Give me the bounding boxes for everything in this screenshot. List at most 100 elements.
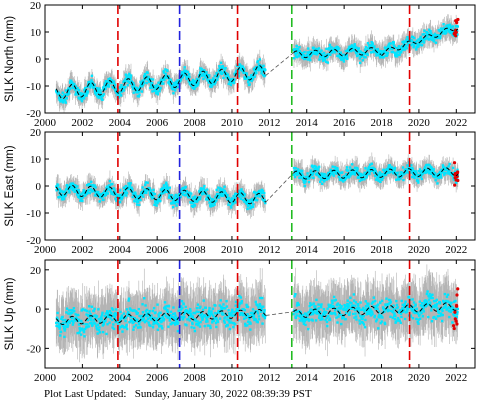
data-point xyxy=(220,72,223,76)
x-tick-label: 2002 xyxy=(71,117,93,129)
data-point xyxy=(98,200,101,203)
data-point xyxy=(141,186,144,189)
data-point xyxy=(188,191,191,194)
data-point xyxy=(292,166,296,170)
data-point xyxy=(197,79,200,82)
data-point xyxy=(391,167,394,171)
data-point xyxy=(456,33,459,36)
y-tick-label: 20 xyxy=(30,0,42,12)
data-point xyxy=(254,69,257,72)
data-point xyxy=(114,89,117,93)
data-point xyxy=(257,63,261,66)
data-point xyxy=(322,178,325,182)
data-point xyxy=(407,42,411,46)
data-point xyxy=(300,169,304,173)
data-point xyxy=(112,81,116,84)
data-point xyxy=(80,94,83,97)
data-point xyxy=(415,48,418,51)
data-point xyxy=(248,202,251,205)
data-point xyxy=(357,174,361,178)
data-point xyxy=(175,80,178,84)
data-point xyxy=(259,65,262,69)
data-point xyxy=(313,164,316,168)
data-point xyxy=(175,83,179,86)
data-point xyxy=(102,93,106,96)
data-point xyxy=(456,25,460,28)
data-point xyxy=(345,172,348,176)
data-point xyxy=(411,35,415,39)
data-point xyxy=(192,82,195,85)
data-point xyxy=(247,199,251,202)
data-point xyxy=(254,196,257,200)
data-point xyxy=(218,189,221,192)
data-point xyxy=(424,168,428,172)
data-point xyxy=(431,37,434,40)
data-point xyxy=(377,49,380,53)
data-point xyxy=(159,86,162,90)
data-point xyxy=(251,78,254,81)
data-point xyxy=(181,75,184,79)
data-point xyxy=(199,187,203,190)
x-tick-label: 2012 xyxy=(258,117,280,129)
data-point xyxy=(61,91,64,94)
data-point xyxy=(210,81,214,84)
data-point xyxy=(61,193,64,197)
data-point xyxy=(376,47,379,51)
data-point xyxy=(203,189,207,192)
data-point xyxy=(149,189,152,192)
data-point xyxy=(230,206,233,209)
data-point xyxy=(403,48,406,51)
data-point xyxy=(338,56,342,59)
data-point xyxy=(319,175,322,179)
data-point xyxy=(160,192,164,195)
data-point xyxy=(222,76,225,80)
data-point xyxy=(307,177,310,180)
data-point xyxy=(416,42,419,46)
data-point xyxy=(218,65,221,68)
data-point xyxy=(218,68,221,72)
data-point xyxy=(411,167,414,171)
data-point xyxy=(206,73,210,77)
data-point xyxy=(345,166,349,169)
data-point xyxy=(341,171,344,174)
data-point xyxy=(393,46,397,49)
data-point xyxy=(148,80,151,83)
data-point xyxy=(263,191,266,195)
data-point xyxy=(120,90,124,93)
data-point xyxy=(349,49,353,53)
data-point xyxy=(392,41,395,44)
data-point xyxy=(315,173,319,176)
data-point xyxy=(296,168,300,171)
data-point xyxy=(344,49,348,53)
data-point xyxy=(108,80,111,84)
data-point xyxy=(129,74,133,77)
data-point xyxy=(376,52,380,56)
data-point xyxy=(135,203,139,206)
data-point xyxy=(200,67,203,71)
data-point xyxy=(229,83,233,87)
data-point xyxy=(124,86,127,89)
data-point xyxy=(172,196,176,199)
data-point xyxy=(440,27,444,30)
data-point xyxy=(134,191,137,195)
data-point xyxy=(201,74,204,77)
data-point xyxy=(417,181,420,184)
data-point xyxy=(235,73,238,76)
data-point xyxy=(211,84,214,87)
data-point xyxy=(395,52,398,55)
data-point xyxy=(294,167,297,170)
data-point xyxy=(328,47,331,50)
data-point xyxy=(386,53,389,56)
data-point xyxy=(193,87,196,91)
data-point xyxy=(443,173,446,176)
data-point xyxy=(170,194,174,197)
data-point xyxy=(224,66,227,70)
data-point xyxy=(169,202,173,205)
data-point xyxy=(64,193,67,196)
data-point xyxy=(186,191,189,195)
data-point xyxy=(302,180,306,183)
data-point xyxy=(194,82,198,86)
data-point xyxy=(180,76,183,79)
data-point xyxy=(294,52,297,56)
data-point xyxy=(407,164,410,167)
